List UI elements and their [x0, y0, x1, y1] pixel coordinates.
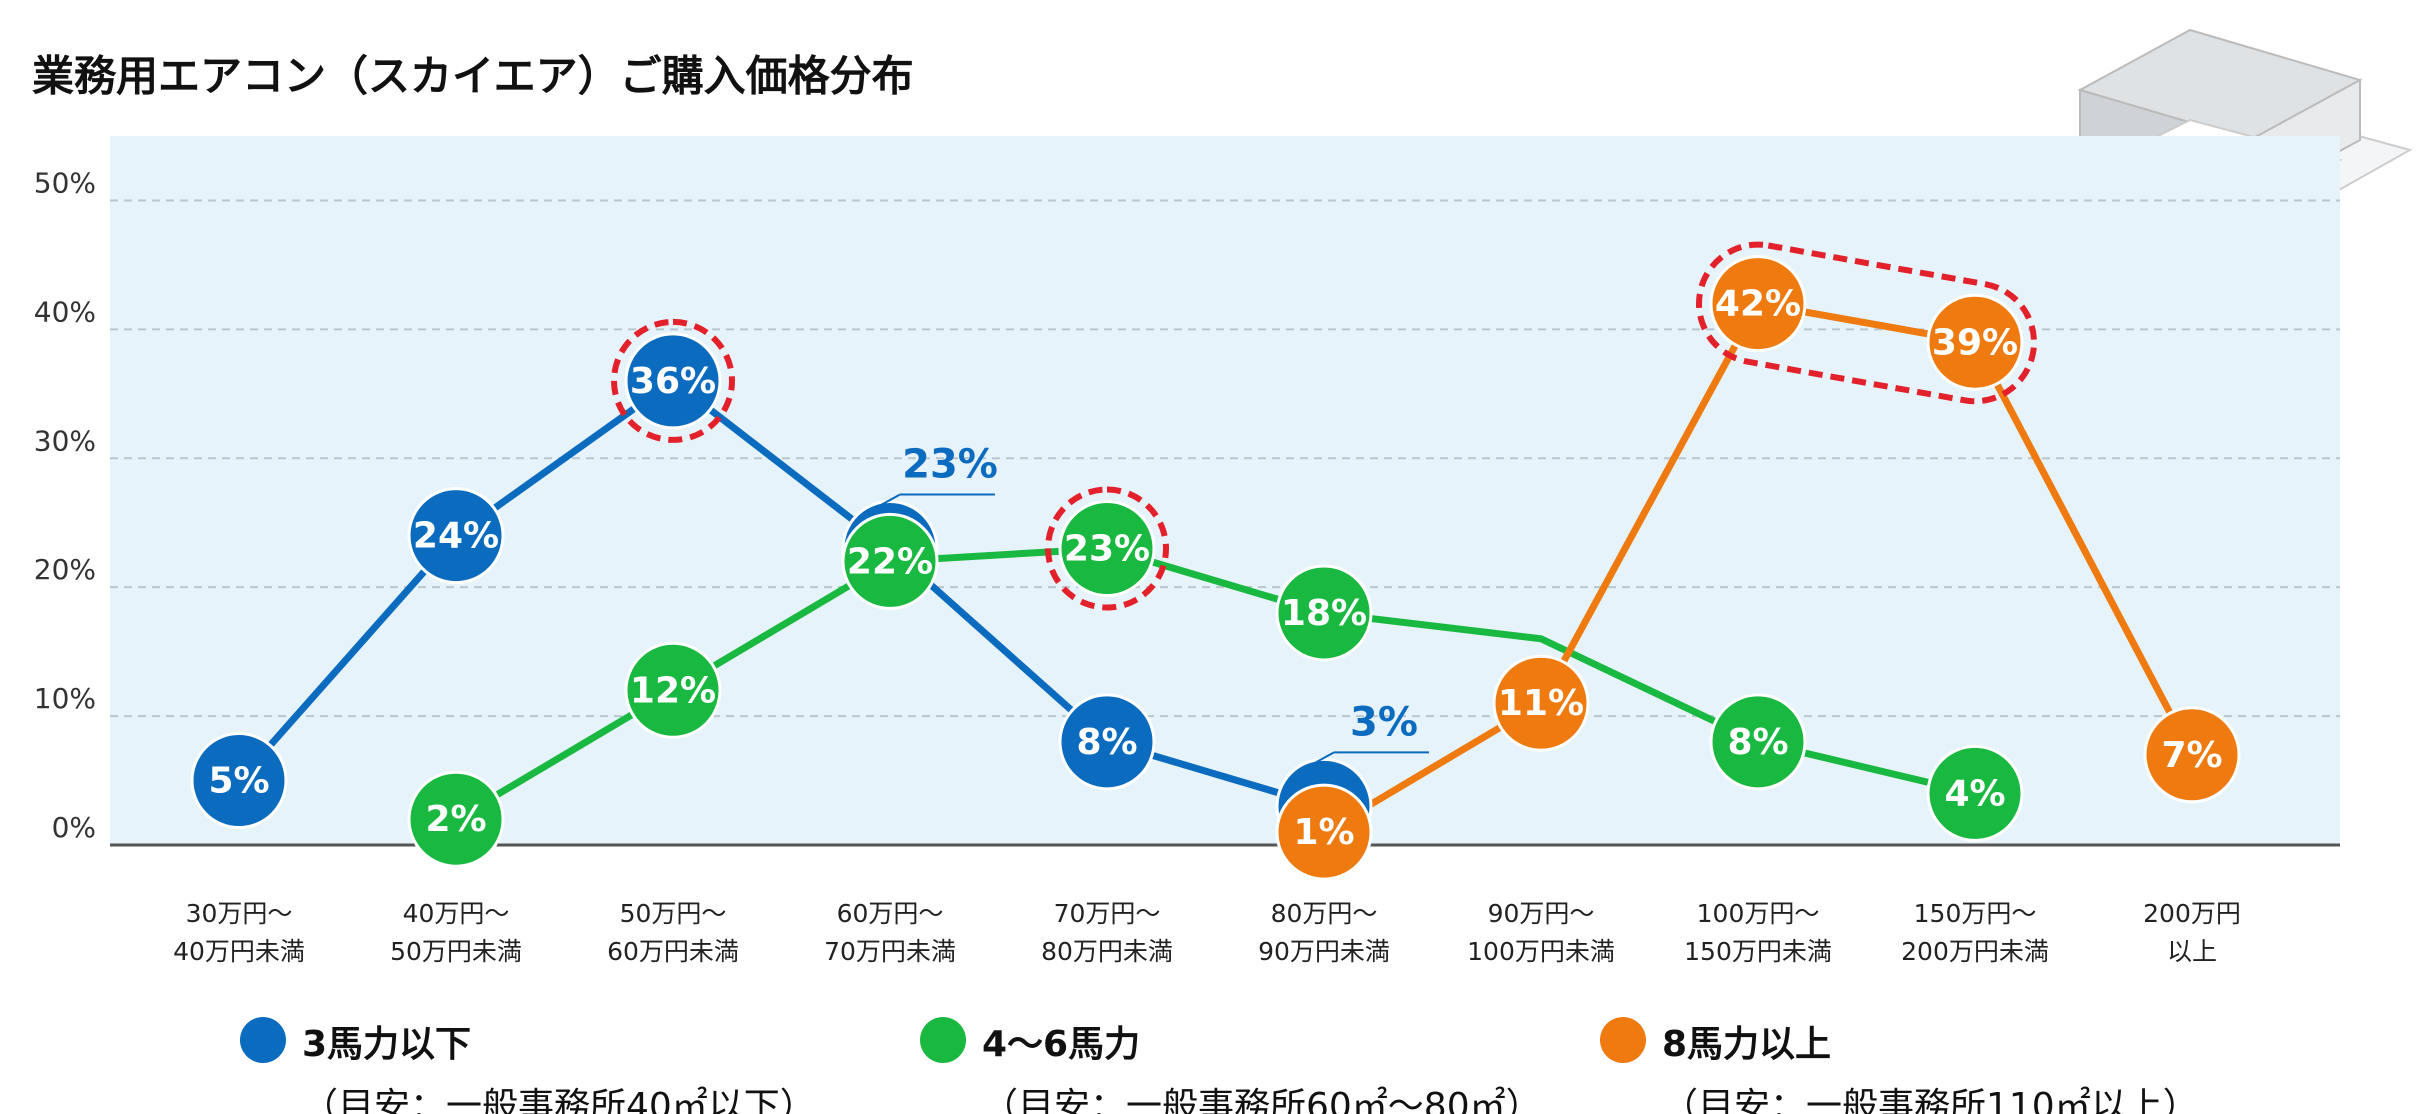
y-tick-label: 0% — [52, 811, 96, 844]
data-label: 18% — [1281, 593, 1367, 634]
data-point — [190, 732, 288, 830]
highlight-ring — [1045, 486, 1169, 611]
legend-label: 8馬力以上 — [1662, 1024, 1832, 1065]
data-point — [2143, 706, 2241, 804]
data-label: 39% — [1932, 322, 2018, 363]
legend-swatch — [1600, 1017, 1646, 1063]
data-point — [624, 641, 722, 739]
legend-item: 4～6馬力 （目安：一般事務所60㎡～80㎡） — [920, 1015, 1542, 1114]
data-label: 36% — [630, 361, 716, 402]
data-label: 42% — [1715, 284, 1801, 325]
highlights — [611, 241, 2037, 611]
legend-description: （目安：一般事務所110㎡以上） — [1662, 1086, 2199, 1114]
data-label: 5% — [208, 761, 269, 802]
data-label: 1% — [1293, 812, 1354, 853]
legend-item: 8馬力以上 （目安：一般事務所110㎡以上） — [1600, 1015, 2199, 1114]
x-tick-label: 150万円～ 200万円未満 — [1901, 899, 2049, 966]
label-leader — [1313, 751, 1335, 765]
data-label: 24% — [413, 516, 499, 557]
legend-description: （目安：一般事務所40㎡以下） — [302, 1086, 816, 1114]
data-point — [1275, 783, 1373, 881]
x-tick-label: 50万円～ 60万円未満 — [607, 899, 739, 966]
data-point — [407, 487, 505, 585]
data-label: 7% — [2161, 735, 2222, 776]
legend-label: 4～6馬力 — [982, 1024, 1141, 1065]
data-label: 4% — [1944, 773, 2005, 814]
data-point — [1492, 654, 1590, 752]
x-tick-label: 60万円～ 70万円未満 — [824, 899, 956, 966]
data-point — [1275, 564, 1373, 662]
data-label: 8% — [1076, 722, 1137, 763]
y-tick-label: 40% — [34, 295, 96, 328]
markers — [190, 255, 2241, 881]
x-tick-label: 100万円～ 150万円未満 — [1684, 899, 1832, 966]
x-tick-label: 70万円～ 80万円未満 — [1041, 899, 1173, 966]
legend-swatch — [920, 1017, 966, 1063]
data-point — [841, 512, 939, 610]
data-point — [1058, 500, 1156, 598]
y-tick-label: 10% — [34, 682, 96, 715]
x-tick-label: 80万円～ 90万円未満 — [1258, 899, 1390, 966]
data-point — [1058, 693, 1156, 791]
chart-title: 業務用エアコン（スカイエア）ご購入価格分布 — [32, 52, 914, 101]
y-tick-label: 20% — [34, 553, 96, 586]
data-point — [1709, 693, 1807, 791]
legend-label: 3馬力以下 — [302, 1024, 472, 1065]
data-point — [1926, 744, 2024, 842]
label-leader — [879, 493, 901, 507]
x-tick-label: 200万円 以上 — [2143, 899, 2241, 966]
data-label: 11% — [1498, 683, 1584, 724]
data-label: 8% — [1727, 722, 1788, 763]
plot-background — [110, 136, 2340, 845]
y-tick-label: 50% — [34, 166, 96, 199]
x-tick-label: 30万円～ 40万円未満 — [173, 899, 305, 966]
data-label: 2% — [425, 799, 486, 840]
data-point — [407, 770, 505, 868]
data-label: 3% — [1350, 699, 1418, 745]
data-point — [1709, 255, 1807, 353]
legend-swatch — [240, 1017, 286, 1063]
highlight-ring — [1695, 241, 2037, 405]
x-tick-label: 90万円～ 100万円未満 — [1467, 899, 1615, 966]
y-tick-label: 30% — [34, 424, 96, 457]
legend-description: （目安：一般事務所60㎡～80㎡） — [982, 1086, 1542, 1114]
data-label: 12% — [630, 670, 716, 711]
legend-item: 3馬力以下 （目安：一般事務所40㎡以下） — [240, 1015, 816, 1114]
data-label: 23% — [902, 442, 998, 488]
data-point — [624, 332, 722, 430]
data-point — [1926, 293, 2024, 391]
data-label: 23% — [1064, 529, 1150, 570]
data-label: 22% — [847, 541, 933, 582]
highlight-ring — [611, 318, 735, 443]
x-tick-label: 40万円～ 50万円未満 — [390, 899, 522, 966]
